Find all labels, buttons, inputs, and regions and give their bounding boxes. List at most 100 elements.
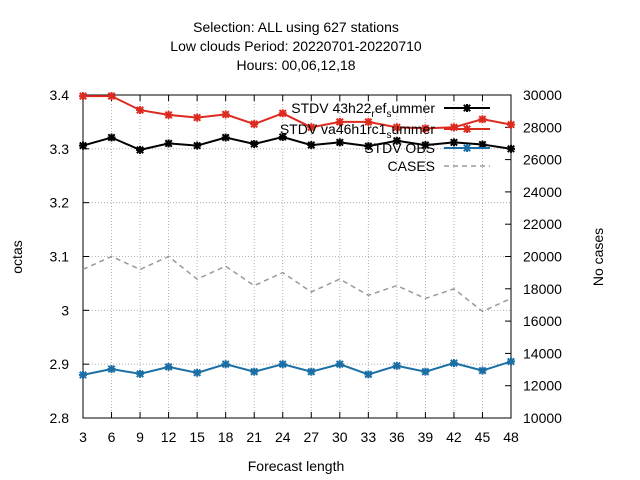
y2-tick-label: 12000 — [523, 378, 562, 394]
data-point — [193, 141, 202, 150]
y2-tick-label: 22000 — [523, 216, 562, 232]
legend-label-1: STDV va46h1rc1summer — [280, 121, 436, 141]
data-point — [278, 360, 287, 369]
chart-title: Selection: ALL using 627 stations Low cl… — [170, 19, 422, 73]
x-tick-label: 21 — [246, 429, 262, 445]
y-axis-left: 2.8 2.9 3 3.1 3.2 3.3 3.4 — [50, 87, 89, 426]
data-point — [136, 369, 145, 378]
x-tick-label: 12 — [161, 429, 177, 445]
data-point — [335, 360, 344, 369]
grid-lines — [83, 95, 511, 418]
x-tick-label: 42 — [446, 429, 462, 445]
y-tick-label: 3 — [61, 302, 69, 318]
data-point — [79, 141, 87, 150]
data-point — [421, 141, 430, 150]
y2-axis-label: No cases — [590, 228, 606, 286]
series-line-2 — [82, 360, 512, 376]
legend-label-2: STDV OBS — [364, 140, 435, 156]
data-point — [136, 106, 145, 115]
data-point — [193, 113, 202, 122]
data-point — [250, 367, 259, 376]
x-tick-label: 18 — [218, 429, 234, 445]
data-point — [335, 117, 344, 126]
data-point — [392, 123, 401, 132]
y-tick-label: 2.8 — [50, 410, 70, 426]
title-line-3: Hours: 00,06,12,18 — [236, 57, 355, 73]
data-point — [449, 138, 458, 147]
data-point — [421, 367, 430, 376]
x-axis-label: Forecast length — [248, 458, 345, 474]
data-point — [107, 133, 116, 142]
y2-tick-label: 18000 — [523, 281, 562, 297]
title-line-1: Selection: ALL using 627 stations — [193, 19, 399, 35]
y2-tick-label: 14000 — [523, 345, 562, 361]
x-tick-label: 45 — [475, 429, 491, 445]
data-point — [463, 104, 471, 112]
data-point — [449, 359, 458, 368]
data-point — [278, 132, 287, 141]
data-point — [164, 139, 173, 148]
data-point — [364, 370, 373, 379]
data-point — [364, 142, 373, 151]
x-tick-label: 30 — [332, 429, 348, 445]
data-point — [164, 362, 173, 371]
data-point — [79, 370, 87, 379]
y-tick-label: 3.2 — [50, 195, 70, 211]
data-point — [507, 144, 515, 153]
x-tick-label: 15 — [189, 429, 205, 445]
data-point — [478, 115, 487, 124]
data-point — [392, 136, 401, 145]
y-tick-label: 3.1 — [50, 249, 70, 265]
x-tick-label: 39 — [418, 429, 434, 445]
series-line-1 — [83, 95, 512, 130]
y-axis-label: octas — [9, 240, 25, 273]
data-point — [463, 144, 471, 152]
y2-tick-label: 24000 — [523, 184, 562, 200]
x-tick-label: 36 — [389, 429, 405, 445]
x-tick-label: 6 — [108, 429, 116, 445]
y-tick-label: 3.3 — [50, 141, 70, 157]
data-point — [335, 138, 344, 147]
data-point — [221, 110, 230, 119]
x-tick-label: 3 — [79, 429, 87, 445]
legend-label-3: CASES — [388, 158, 435, 174]
data-point — [221, 360, 230, 369]
data-point — [193, 368, 202, 377]
data-point — [250, 139, 259, 148]
x-tick-label: 27 — [303, 429, 319, 445]
y2-tick-label: 28000 — [523, 119, 562, 135]
data-point — [278, 109, 287, 118]
data-point — [164, 110, 173, 119]
y2-tick-label: 10000 — [523, 410, 562, 426]
y2-tick-label: 20000 — [523, 249, 562, 265]
data-point — [107, 365, 116, 374]
data-point — [364, 117, 373, 126]
data-point — [107, 92, 116, 101]
data-point — [250, 120, 259, 129]
y2-tick-label: 26000 — [523, 152, 562, 168]
x-tick-label: 24 — [275, 429, 291, 445]
y-tick-label: 2.9 — [50, 356, 70, 372]
data-point — [392, 361, 401, 370]
data-point — [79, 92, 87, 101]
data-point — [478, 366, 487, 375]
data-point — [307, 367, 316, 376]
x-tick-label: 33 — [361, 429, 377, 445]
data-point — [507, 357, 515, 366]
series-line-3 — [82, 255, 512, 313]
x-tick-label: 48 — [503, 429, 519, 445]
x-axis: 3 6 9 12 15 18 21 24 27 30 33 36 39 42 45 48 — [79, 95, 519, 445]
series-line-0 — [82, 135, 512, 151]
data-point — [136, 145, 145, 154]
y-axis-right: 10000 12000 14000 16000 18000 20000 22000 24000… — [505, 87, 562, 426]
data-point — [507, 120, 515, 129]
legend-label-0: STDV 43h22refsummer — [291, 100, 435, 120]
y2-tick-label: 16000 — [523, 313, 562, 329]
data-point — [221, 133, 230, 142]
y-tick-label: 3.4 — [50, 87, 70, 103]
data-point — [307, 141, 316, 150]
data-point — [307, 123, 316, 132]
data-point — [449, 123, 458, 132]
